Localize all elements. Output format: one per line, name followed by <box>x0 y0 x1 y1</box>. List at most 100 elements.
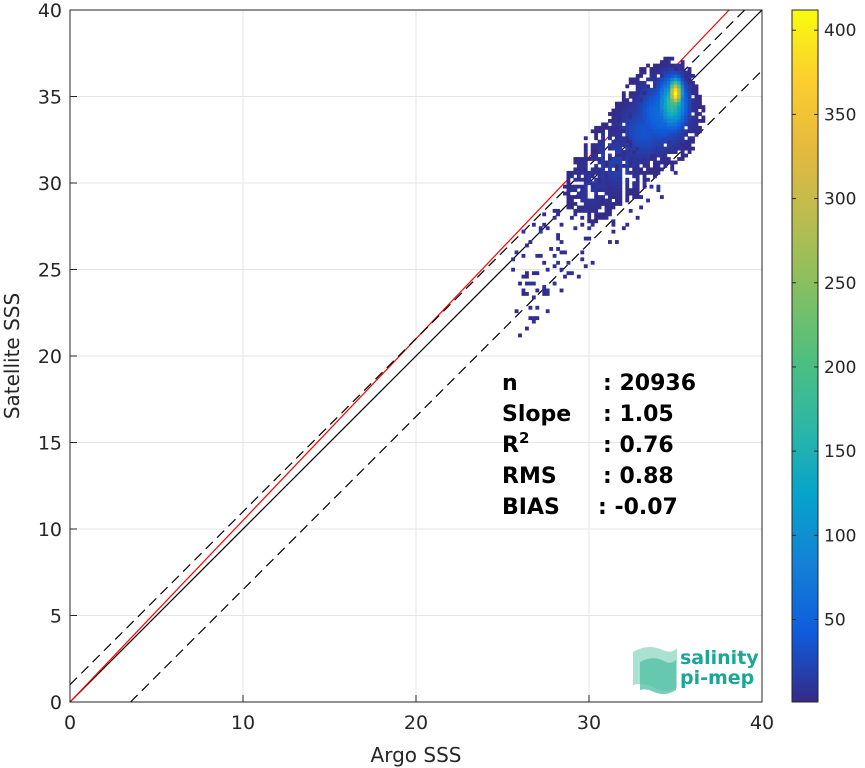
density-cell <box>649 157 654 161</box>
density-cell <box>653 101 657 106</box>
density-cell <box>639 167 644 172</box>
density-cell <box>625 143 630 148</box>
stat-value: : -0.07 <box>598 495 678 520</box>
density-cell <box>677 115 682 120</box>
density-cell <box>670 160 675 165</box>
density-cell <box>614 191 619 196</box>
density-cell <box>653 91 657 96</box>
density-cell <box>625 101 630 106</box>
density-cell <box>697 105 702 110</box>
density-cell <box>653 163 657 168</box>
density-cell <box>528 240 533 244</box>
density-cell <box>590 222 595 227</box>
density-cell <box>694 108 699 113</box>
density-cell <box>656 125 661 130</box>
density-cell <box>677 91 682 96</box>
density-cell <box>569 205 574 210</box>
density-cell <box>680 157 685 161</box>
density-cell <box>691 84 695 89</box>
density-cell <box>628 146 633 151</box>
density-cell <box>653 70 657 75</box>
density-cell <box>597 181 602 186</box>
density-cell <box>590 129 595 134</box>
density-cell <box>635 163 640 168</box>
density-cell <box>587 205 592 210</box>
density-cell <box>677 94 682 99</box>
density-cell <box>687 115 692 120</box>
density-cell <box>670 94 675 99</box>
density-cell <box>649 108 654 113</box>
density-cell <box>531 271 536 276</box>
density-cell <box>639 118 644 123</box>
density-cell <box>576 170 581 175</box>
density-cell <box>594 212 599 217</box>
x-tick-label: 20 <box>404 712 428 734</box>
density-cell <box>580 167 585 172</box>
density-cell <box>659 63 664 68</box>
density-cell <box>594 163 599 168</box>
density-cell <box>594 125 599 130</box>
density-cell <box>677 139 682 144</box>
density-cell <box>621 108 626 113</box>
density-cell <box>611 122 616 127</box>
density-cell <box>590 184 595 189</box>
density-cell <box>691 87 695 92</box>
density-cell <box>663 132 668 137</box>
density-cell <box>670 108 675 113</box>
density-cell <box>687 112 692 116</box>
density-cell <box>618 129 623 134</box>
density-cell <box>608 205 612 210</box>
stat-value: : 0.88 <box>603 464 674 489</box>
density-cell <box>594 208 599 213</box>
density-cell <box>646 77 650 82</box>
density-cell <box>666 94 671 99</box>
density-cell <box>642 136 647 141</box>
density-cell <box>670 67 675 71</box>
density-cell <box>625 118 630 123</box>
density-cell <box>524 271 529 276</box>
density-cell <box>649 118 654 123</box>
x-tick-label: 10 <box>231 712 255 734</box>
density-cell <box>573 212 578 217</box>
density-cell <box>680 122 685 127</box>
density-cell <box>639 80 644 85</box>
density-cell <box>639 125 644 130</box>
density-cell <box>573 195 578 199</box>
density-cell <box>666 146 671 151</box>
density-cell <box>663 56 668 61</box>
density-cell <box>618 108 623 113</box>
density-cell <box>694 112 699 116</box>
density-cell <box>659 167 664 172</box>
density-cell <box>601 188 605 193</box>
density-cell <box>639 87 644 92</box>
density-cell <box>653 80 657 85</box>
density-cell <box>583 191 588 196</box>
density-cell <box>639 98 644 103</box>
density-cell <box>653 157 657 161</box>
density-cell <box>632 146 637 151</box>
density-cell <box>625 160 630 165</box>
density-cell <box>656 188 661 193</box>
density-cell <box>653 84 657 89</box>
density-cell <box>653 146 657 151</box>
density-cell <box>635 157 640 161</box>
density-cell <box>677 98 682 103</box>
density-cell <box>583 205 588 210</box>
density-cell <box>583 181 588 186</box>
density-cell <box>569 170 574 175</box>
density-cell <box>583 163 588 168</box>
y-tick-label: 25 <box>38 260 62 282</box>
density-cell <box>680 105 685 110</box>
density-cell <box>580 188 585 193</box>
stat-label: RMS <box>502 464 557 489</box>
density-cell <box>639 94 644 99</box>
density-cell <box>694 94 699 99</box>
density-cell <box>666 101 671 106</box>
density-cell <box>628 150 633 154</box>
density-cell <box>670 98 675 103</box>
density-cell <box>618 191 623 196</box>
density-cell <box>687 80 692 85</box>
density-cell <box>649 139 654 144</box>
density-cell <box>684 94 689 99</box>
density-cell <box>569 202 574 206</box>
